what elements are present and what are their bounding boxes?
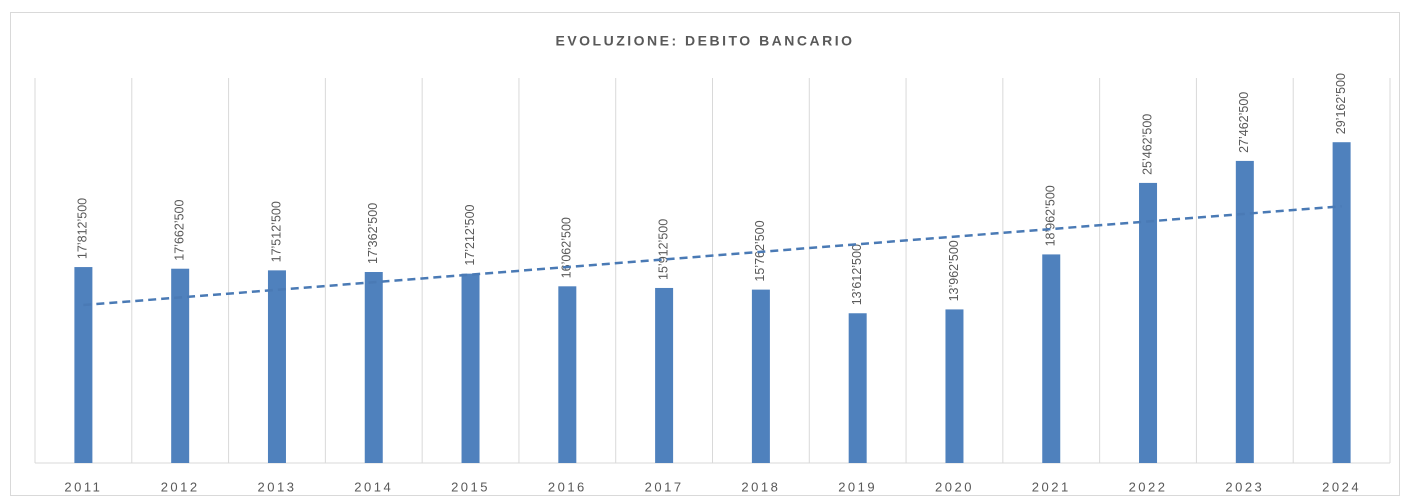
data-label: 17’512’500 (269, 201, 283, 262)
chart-border (10, 12, 1400, 496)
x-tick-label: 2024 (1322, 479, 1361, 494)
data-label: 27’462’500 (1237, 92, 1251, 153)
data-label: 13’962’500 (947, 240, 961, 301)
data-label: 29’162’500 (1334, 73, 1348, 134)
chart-title: EVOLUZIONE: DEBITO BANCARIO (555, 33, 854, 49)
bar (1332, 142, 1351, 463)
x-tick-label: 2016 (548, 479, 587, 494)
bar (364, 272, 383, 463)
trendline (83, 204, 1342, 307)
bar (945, 309, 964, 463)
bar (848, 313, 867, 463)
x-tick-label: 2017 (645, 479, 684, 494)
bar (655, 287, 674, 463)
bar (1139, 182, 1158, 463)
x-tick-label: 2013 (258, 479, 297, 494)
data-label: 17’662’500 (172, 199, 186, 260)
data-label: 17’812’500 (76, 198, 90, 259)
data-label: 13’612’500 (850, 244, 864, 305)
x-tick-label: 2012 (161, 479, 200, 494)
bar (1042, 254, 1061, 463)
bar (171, 268, 190, 463)
bar (751, 289, 770, 463)
x-tick-label: 2015 (451, 479, 490, 494)
x-tick-label: 2011 (64, 479, 102, 494)
data-label: 25’462’500 (1140, 114, 1154, 175)
x-tick-label: 2023 (1225, 479, 1264, 494)
x-tick-label: 2022 (1129, 479, 1168, 494)
x-tick-label: 2018 (741, 479, 780, 494)
data-label: 15’912’500 (656, 219, 670, 280)
data-label: 18’962’500 (1044, 185, 1058, 246)
x-tick-label: 2021 (1032, 479, 1071, 494)
data-label: 16’062’500 (560, 217, 574, 278)
bar (1235, 160, 1254, 463)
x-tick-label: 2014 (354, 479, 393, 494)
data-label: 17’212’500 (463, 204, 477, 265)
bar (558, 286, 577, 463)
bar (74, 267, 93, 463)
x-tick-label: 2019 (838, 479, 877, 494)
bar (461, 273, 480, 463)
data-label: 17’362’500 (366, 203, 380, 264)
x-tick-label: 2020 (935, 479, 974, 494)
bar (267, 270, 286, 463)
